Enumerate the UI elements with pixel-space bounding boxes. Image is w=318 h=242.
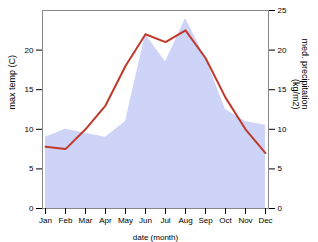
svg-text:Feb: Feb (59, 216, 73, 225)
svg-text:Aug: Aug (178, 216, 192, 225)
svg-text:Sep: Sep (198, 216, 213, 225)
svg-text:Jun: Jun (139, 216, 152, 225)
svg-text:max temp (C): max temp (C) (7, 55, 17, 110)
svg-text:10: 10 (278, 125, 287, 134)
svg-text:20: 20 (25, 46, 34, 55)
svg-text:date (month): date (month) (133, 233, 179, 242)
svg-text:5: 5 (29, 164, 34, 173)
svg-text:0: 0 (278, 204, 283, 213)
svg-text:Apr: Apr (99, 216, 112, 225)
svg-text:Jan: Jan (39, 216, 52, 225)
svg-text:10: 10 (25, 125, 34, 134)
svg-text:Jul: Jul (160, 216, 170, 225)
svg-text:15: 15 (278, 85, 287, 94)
svg-text:May: May (118, 216, 133, 225)
svg-text:0: 0 (29, 204, 34, 213)
svg-text:25: 25 (278, 6, 287, 15)
svg-text:20: 20 (278, 46, 287, 55)
svg-text:med. precipitation(kg/m2): med. precipitation(kg/m2) (291, 38, 310, 109)
svg-text:Nov: Nov (238, 216, 252, 225)
svg-text:Dec: Dec (258, 216, 272, 225)
svg-text:Oct: Oct (219, 216, 232, 225)
svg-text:5: 5 (278, 164, 283, 173)
svg-text:Mar: Mar (79, 216, 93, 225)
svg-text:15: 15 (25, 85, 34, 94)
